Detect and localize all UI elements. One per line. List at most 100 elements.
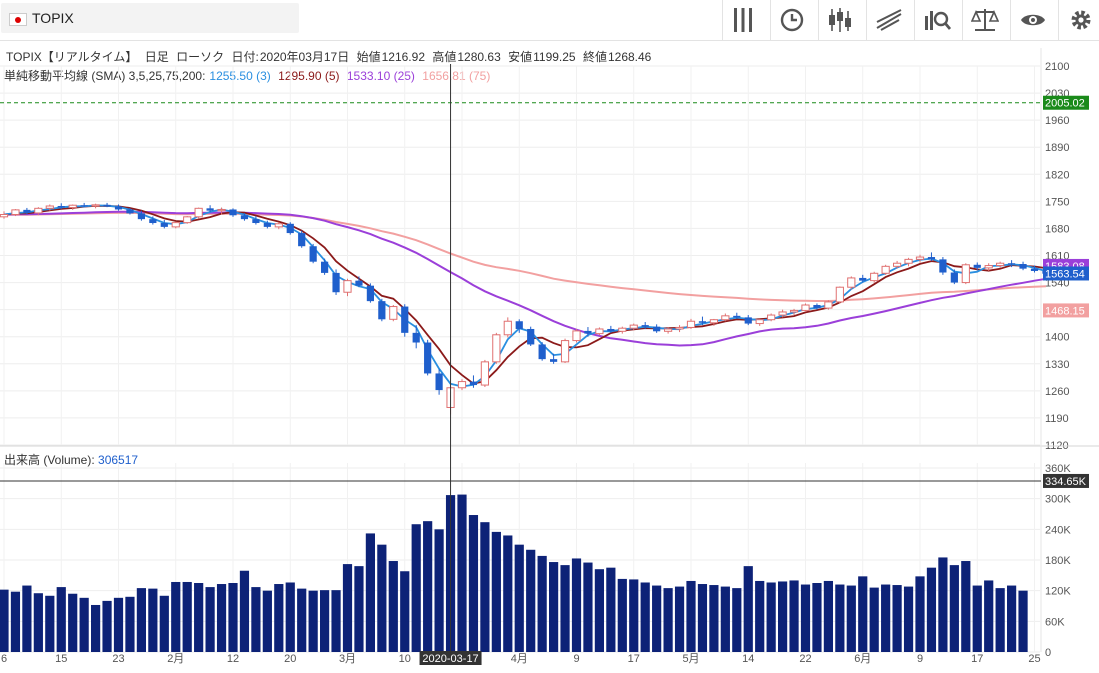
candle-body	[332, 272, 340, 293]
volume-bar	[136, 588, 146, 652]
candle-body	[492, 334, 501, 363]
candle-body	[767, 314, 776, 321]
compare-scale-icon[interactable]	[962, 0, 1003, 40]
volume-bar	[491, 531, 501, 652]
volume-bar	[125, 596, 135, 652]
volume-bar	[205, 587, 215, 652]
x-axis-tick: 22	[799, 653, 811, 665]
info-date: 2020年03月17日	[259, 50, 350, 64]
candle-body	[847, 277, 856, 288]
candle-body	[343, 280, 352, 293]
candle-body	[595, 328, 604, 335]
volume-bar	[411, 524, 421, 652]
x-axis-tick: 17	[628, 653, 640, 665]
volume-bar	[171, 581, 181, 652]
volume-bar	[812, 583, 822, 652]
close-tag-bg	[1043, 266, 1089, 281]
candle-body	[298, 233, 306, 247]
candle-body	[813, 305, 821, 309]
crosshair-date-tag: 2020-03-17	[422, 653, 478, 665]
x-axis-tick: 14	[742, 653, 754, 665]
candle-body	[996, 262, 1005, 267]
volume-bar	[514, 544, 524, 652]
candle-body	[870, 272, 879, 282]
volume-bar	[835, 584, 845, 652]
x-axis-tick: 20	[284, 653, 296, 665]
volume-axis-tick: 180K	[1045, 555, 1071, 567]
volume-bar	[949, 565, 959, 652]
sma-info-line: 単純移動平均線 (SMA) 3,5,25,75,200: 1255.50 (3) …	[4, 67, 494, 84]
volume-bar	[778, 581, 788, 652]
sma3-value: 1255.50 (3)	[209, 69, 271, 83]
volume-bar	[606, 567, 616, 652]
candle-body	[709, 319, 718, 324]
candle-body	[1019, 264, 1027, 269]
sma25-value: 1533.10 (25)	[346, 69, 415, 83]
info-low: 1199.25	[533, 50, 576, 64]
candle-body	[755, 319, 764, 325]
volume-bar	[45, 595, 55, 652]
candle-body	[80, 205, 88, 207]
volume-bar	[915, 576, 925, 652]
view-eye-icon[interactable]	[1010, 0, 1051, 40]
price-axis-tick: 1540	[1045, 278, 1069, 290]
candle-body	[206, 208, 214, 211]
volume-bar	[995, 588, 1005, 652]
candle-body	[160, 223, 168, 227]
crosshair-date-bg	[419, 651, 482, 665]
close-tag: 1563.54	[1045, 268, 1085, 280]
volume-bar	[858, 576, 868, 652]
volume-bar	[800, 584, 811, 652]
candle-body	[378, 301, 386, 320]
volume-bar	[388, 561, 398, 652]
candle-body	[915, 256, 925, 260]
indicators-icon[interactable]	[914, 0, 955, 40]
candle-body	[675, 326, 684, 330]
candle-body	[653, 326, 661, 332]
x-axis-tick: 15	[55, 653, 67, 665]
volume-bar	[102, 600, 112, 652]
drawing-tools-icon[interactable]	[866, 0, 907, 40]
x-axis-tick: 6	[1, 653, 7, 665]
volume-bar	[113, 597, 124, 652]
candlestick-icon[interactable]	[818, 0, 859, 40]
volume-bar	[869, 587, 879, 652]
candle-body	[424, 342, 432, 374]
candle-body	[744, 317, 752, 324]
volume-axis-tick: 300K	[1045, 494, 1071, 506]
info-period: 日足	[144, 50, 169, 64]
volume-bar	[377, 544, 387, 652]
candle-body	[68, 204, 77, 209]
candle-body	[91, 204, 100, 207]
sma-label: 単純移動平均線 (SMA) 3,5,25,75,200:	[4, 69, 206, 83]
volume-bar	[331, 590, 341, 652]
volume-bar	[881, 584, 891, 652]
volume-value: 306517	[98, 453, 139, 467]
volume-bar	[571, 558, 582, 652]
volume-bar	[560, 565, 570, 652]
symbol-search-box[interactable]: TOPIX	[1, 3, 299, 33]
bars-icon[interactable]	[722, 0, 763, 40]
volume-bar	[22, 585, 32, 652]
candle-body	[480, 361, 489, 386]
settings-gear-icon[interactable]	[1058, 0, 1099, 40]
japan-flag-icon	[9, 13, 27, 26]
volume-bar	[526, 549, 536, 652]
volume-bar	[697, 584, 708, 652]
volume-bar	[961, 561, 971, 652]
sma75-value: 1656.81 (75)	[422, 69, 491, 83]
volume-bar	[262, 590, 272, 652]
candle-body	[240, 215, 249, 220]
candle-body	[286, 223, 294, 234]
symbol-name: TOPIX	[32, 10, 74, 26]
volume-bar	[972, 585, 982, 652]
volume-bar	[68, 593, 78, 652]
x-axis-tick: 9	[917, 653, 923, 665]
candle-body	[309, 246, 317, 262]
price-axis-tick: 1750	[1045, 196, 1069, 208]
candle-body	[881, 265, 890, 274]
clock-icon[interactable]	[770, 0, 811, 40]
candle-body	[263, 223, 271, 227]
info-chart-type: ローソク	[176, 50, 225, 64]
